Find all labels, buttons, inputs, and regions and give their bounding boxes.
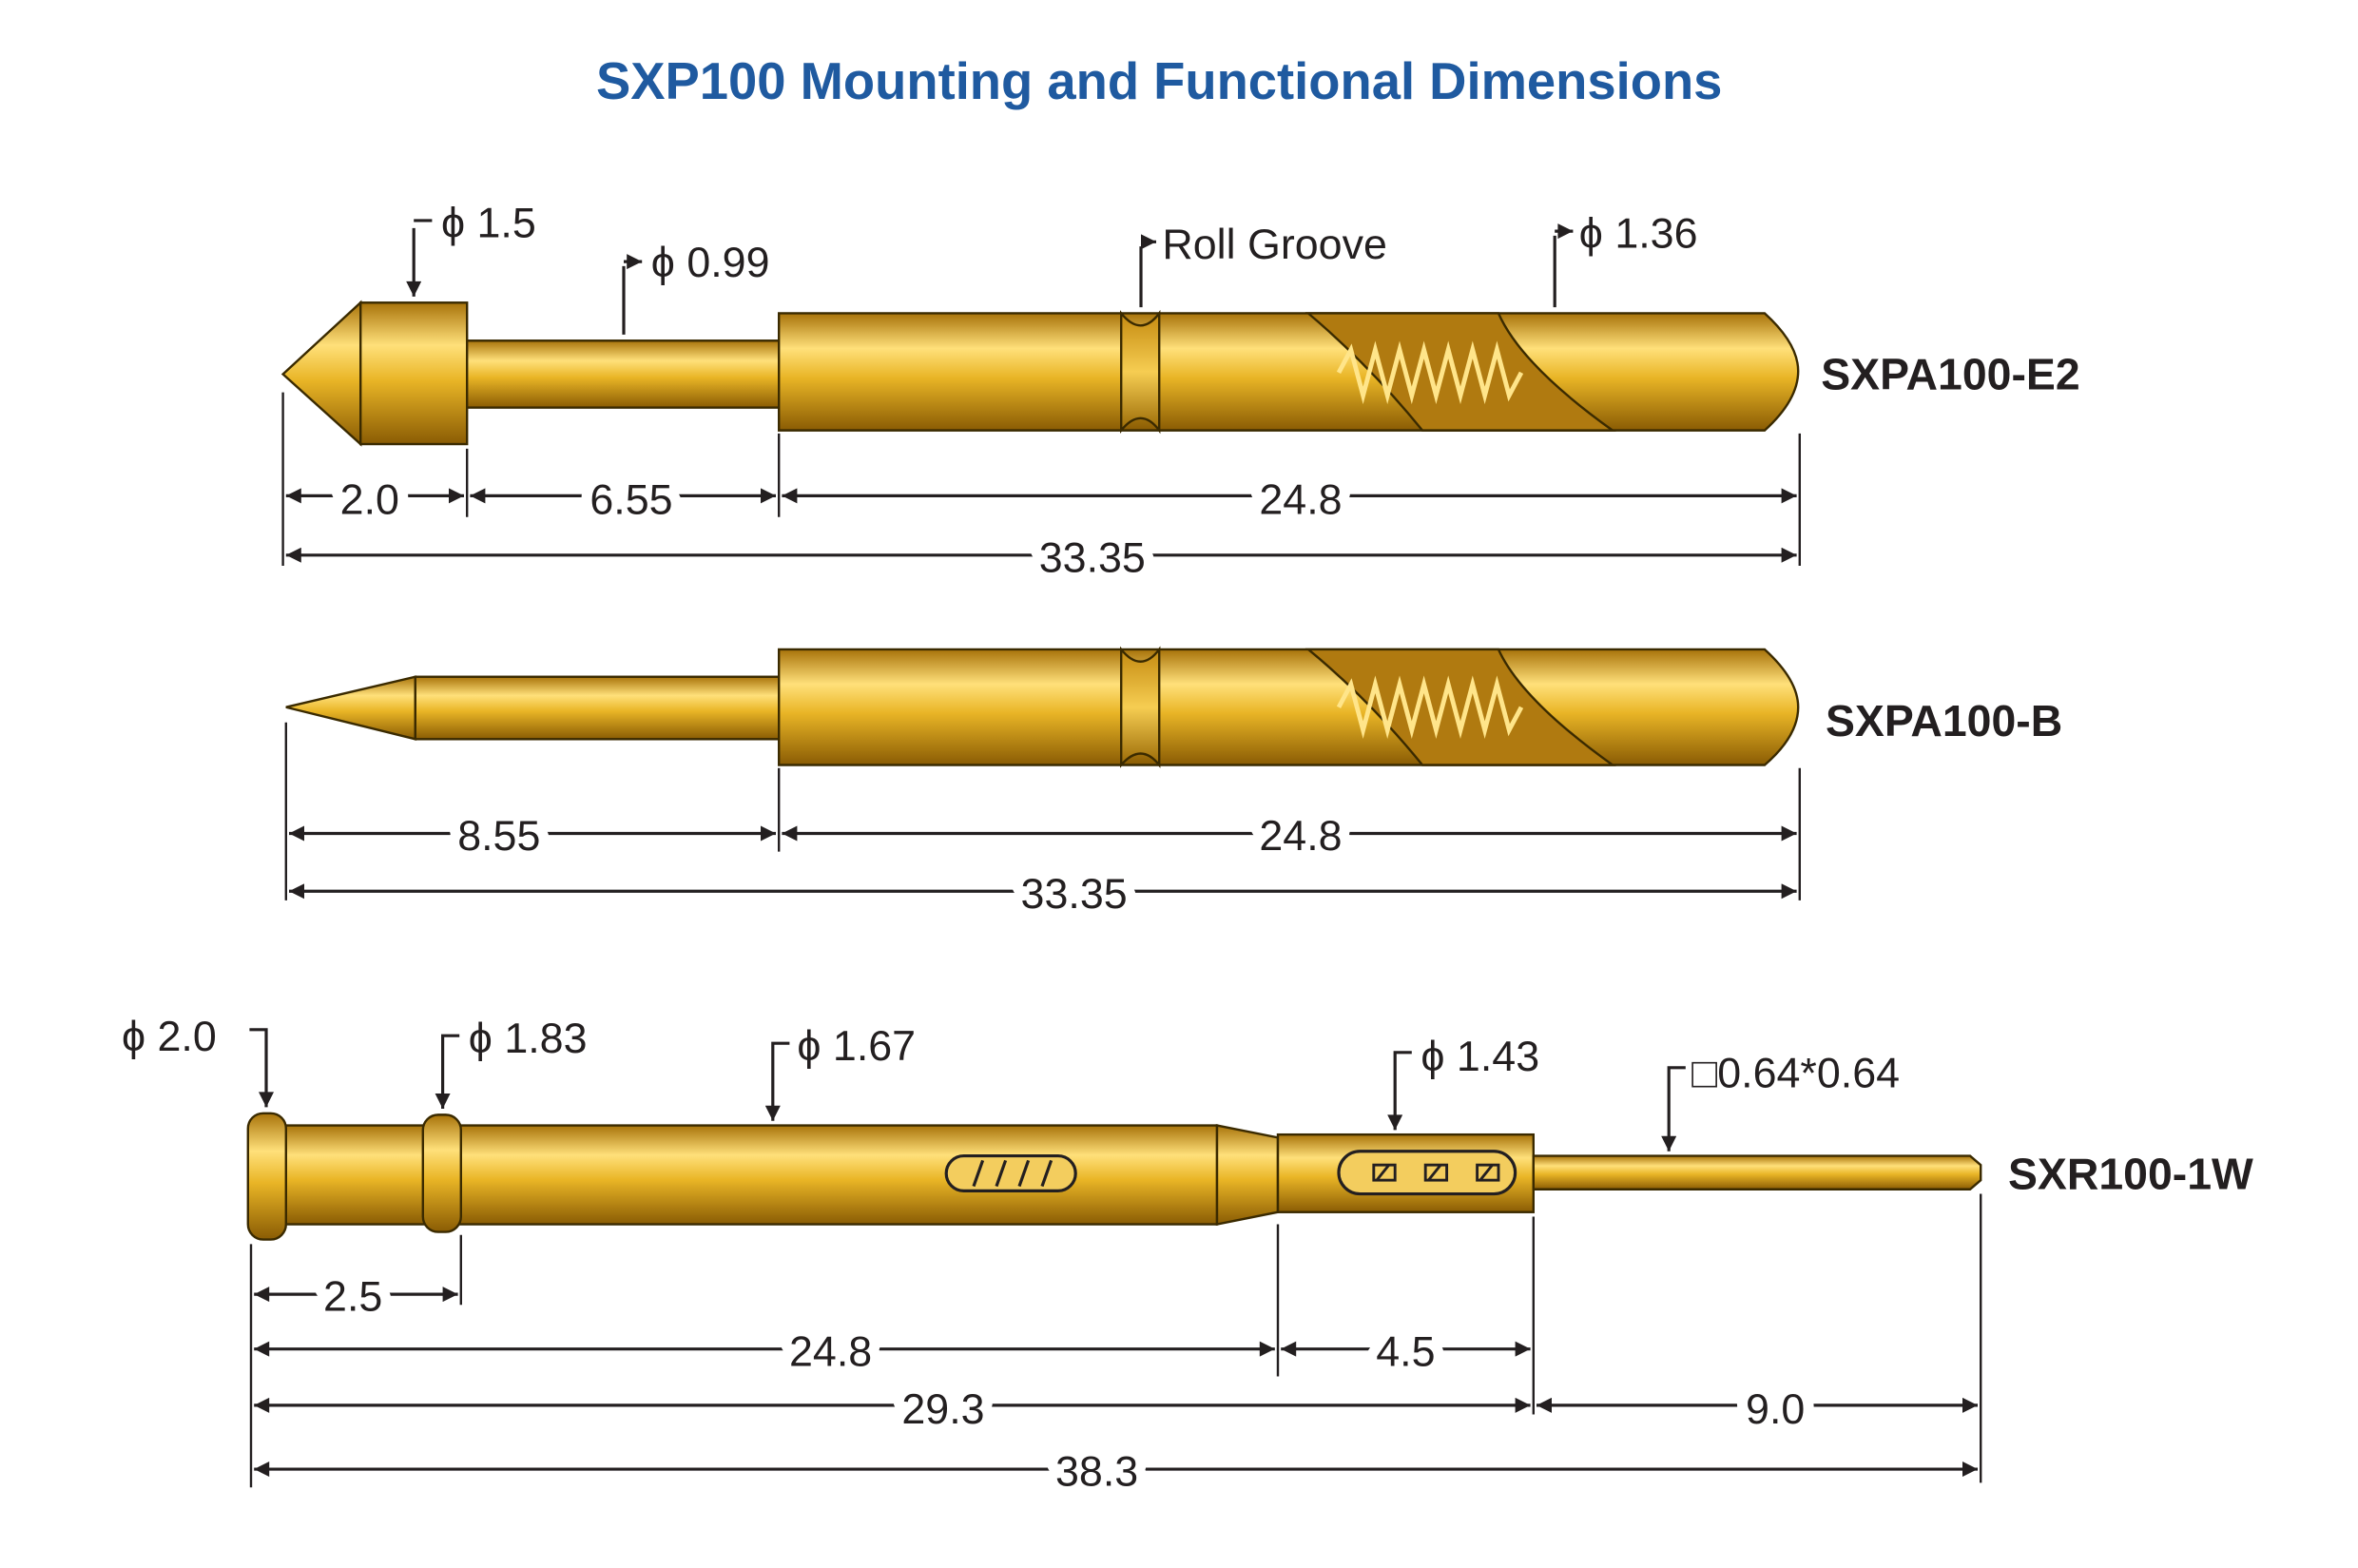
dim-pin-length: 9.0 xyxy=(1746,1385,1805,1433)
dim-overall-length: 33.35 xyxy=(1039,533,1146,581)
callout-barrel-diameter: ϕ 1.36 xyxy=(1579,210,1698,258)
callout-square-pin-size: □0.64*0.64 xyxy=(1691,1050,1900,1097)
callout-plunger-diameter: ϕ 0.99 xyxy=(651,239,770,286)
callout-arrow xyxy=(622,261,642,335)
spring-cutaway xyxy=(1305,312,1616,432)
page-title: SXP100 Mounting and Functional Dimension… xyxy=(596,52,1722,110)
dim-overall-length: 33.35 xyxy=(1021,870,1128,918)
part-label: SXPA100-B xyxy=(1826,696,2062,745)
callout-roll-groove: Roll Groove xyxy=(1162,221,1386,268)
head-ring xyxy=(246,1112,287,1241)
tip-head xyxy=(359,301,469,446)
part-label: SXPA100-E2 xyxy=(1821,349,2079,398)
dim-receptacle-length: 29.3 xyxy=(901,1385,984,1433)
extension-lines xyxy=(249,1193,1982,1488)
dim-neck-length: 4.5 xyxy=(1376,1327,1435,1375)
callout-tip-diameter: ϕ 1.5 xyxy=(441,200,536,247)
barrel xyxy=(778,312,1800,432)
part-label: SXR100-1W xyxy=(2008,1150,2253,1199)
callout-neck-diameter: ϕ 1.43 xyxy=(1421,1033,1539,1080)
extension-lines xyxy=(281,392,1801,566)
callout-arrow xyxy=(249,1028,274,1108)
barrel xyxy=(778,648,1800,766)
dim-body-length: 24.8 xyxy=(789,1327,872,1375)
callout-arrow xyxy=(435,1034,460,1109)
dim-barrel-length: 24.8 xyxy=(1259,476,1342,524)
plunger-shaft xyxy=(414,675,781,741)
callout-head-diameter: ϕ 2.0 xyxy=(122,1013,217,1060)
roll-groove xyxy=(1120,646,1161,768)
probe-sxpa100-e2: SXPA100-E2 ϕ 1.5 ϕ 0.99 Roll Groove ϕ 1.… xyxy=(280,200,2080,592)
dim-plunger-length: 8.55 xyxy=(457,812,540,860)
dim-ring-spacing: 2.5 xyxy=(323,1273,382,1321)
callout-arrow xyxy=(1141,242,1156,308)
extension-lines xyxy=(284,722,1801,900)
dim-plunger-length: 6.55 xyxy=(590,476,672,524)
callout-arrow xyxy=(1387,1051,1412,1131)
callout-arrow xyxy=(764,1041,790,1121)
dimple-window xyxy=(1337,1150,1517,1196)
spring-icon xyxy=(1336,675,1524,740)
callout-arrow xyxy=(1553,231,1573,308)
slot-window xyxy=(944,1153,1077,1192)
spring-cutaway xyxy=(1305,648,1616,766)
probe-sxpa100-b: SXPA100-B 8.55 24.8 33.35 xyxy=(284,646,2062,928)
callout-body-diameter: ϕ 1.67 xyxy=(797,1022,916,1070)
conical-tip xyxy=(280,300,362,447)
taper xyxy=(1215,1124,1280,1226)
slot-hatch xyxy=(972,1159,1053,1188)
dim-tip-length: 2.0 xyxy=(340,476,399,524)
dimples xyxy=(1372,1163,1500,1182)
receptacle-sxr100-1w: SXR100-1W ϕ 2.0 ϕ 1.83 ϕ 1.67 ϕ 1.43 □0.… xyxy=(122,1013,2253,1506)
dim-overall-length: 38.3 xyxy=(1055,1448,1138,1496)
dim-barrel-length: 24.8 xyxy=(1259,812,1342,860)
spring-icon xyxy=(1336,340,1524,405)
crimp-ring xyxy=(421,1113,462,1233)
wire-wrap-pin xyxy=(1532,1154,1982,1191)
pointed-tip xyxy=(285,675,416,741)
plunger-shaft xyxy=(466,339,781,409)
callout-arrow xyxy=(1661,1066,1686,1152)
roll-groove xyxy=(1120,309,1161,435)
callout-ring-diameter: ϕ 1.83 xyxy=(469,1015,588,1062)
